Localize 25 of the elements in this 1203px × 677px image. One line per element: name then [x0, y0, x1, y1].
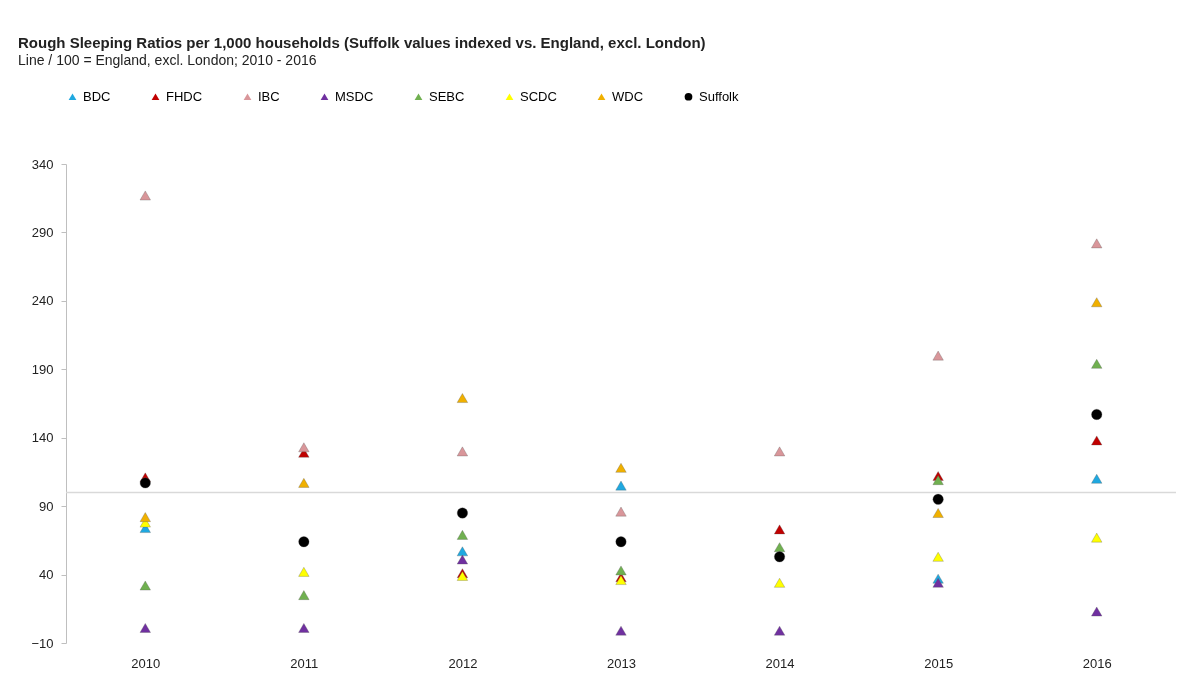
chart-title: Rough Sleeping Ratios per 1,000 households (Suffolk values indexed vs. England, excl. London) — [18, 34, 706, 51]
y-tick-label: 90 — [39, 498, 54, 514]
legend-label: BDC — [83, 88, 111, 104]
legend-label: SCDC — [520, 88, 557, 104]
x-tick-label: 2011 — [290, 655, 319, 671]
x-tick-label: 2010 — [131, 655, 161, 671]
x-tick-label: 2015 — [924, 655, 954, 671]
legend-label: WDC — [612, 88, 644, 104]
chart-subtitle: Line / 100 = England, excl. London; 2010 - 2016 — [18, 52, 317, 68]
y-tick-label: 190 — [31, 361, 54, 377]
x-tick-label: 2012 — [448, 655, 478, 671]
legend-label: MSDC — [335, 88, 374, 104]
legend-label: SEBC — [429, 88, 465, 104]
x-tick-label: 2016 — [1082, 655, 1112, 671]
y-tick-label: −10 — [31, 635, 54, 651]
legend-label: Suffolk — [699, 88, 740, 104]
y-tick-label: 340 — [31, 156, 54, 172]
y-tick-label: 240 — [31, 293, 54, 309]
y-tick-label: 40 — [39, 567, 54, 583]
legend-label: IBC — [258, 88, 280, 104]
x-tick-label: 2014 — [765, 655, 795, 671]
legend-label: FHDC — [166, 88, 203, 104]
y-tick-label: 290 — [31, 224, 54, 240]
x-tick-label: 2013 — [607, 655, 636, 671]
y-tick-label: 140 — [31, 430, 54, 446]
